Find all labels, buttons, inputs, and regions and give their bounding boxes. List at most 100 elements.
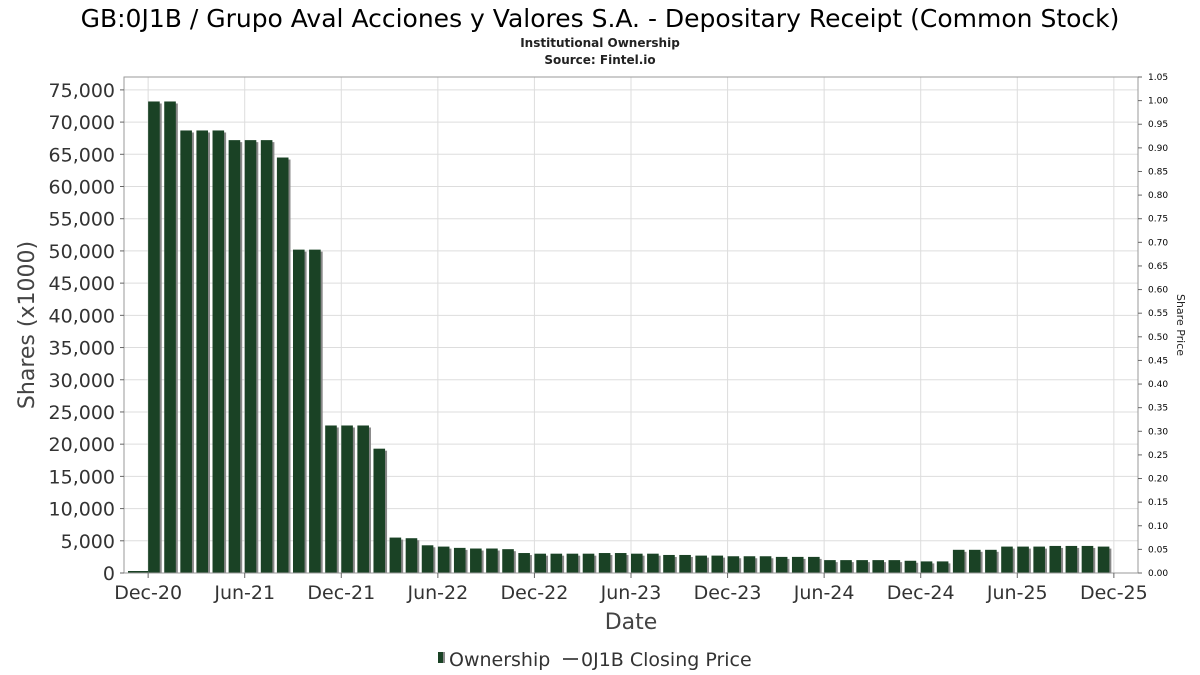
ownership-bar [421,545,434,573]
y2-tick-label: 0.30 [1148,427,1168,437]
x-axis-ticks: Dec-20 Jun-21 Dec-21 Jun-22 Dec-22 Jun-23 Dec-… [114,573,1148,604]
y2-tick-label: 0.55 [1148,309,1168,319]
ownership-bar [1081,545,1094,573]
ownership-bar [293,249,305,573]
y2-tick-label: 1.00 [1148,97,1168,107]
y-tick-label: 10,000 [49,499,115,521]
ownership-bar [1049,545,1062,573]
y2-tick-label: 0.50 [1148,333,1168,343]
ownership-bar [808,556,820,573]
y2-tick-label: 0.60 [1148,286,1168,296]
y2-tick-label: 0.15 [1148,498,1168,508]
y2-tick-label: 0.25 [1148,451,1168,461]
y2-tick-label: 0.95 [1148,120,1168,130]
ownership-bar [936,561,949,573]
legend-ownership-swatch-shadow [443,652,445,663]
x-tick-label: Dec-23 [694,582,762,604]
ownership-bar [856,560,868,573]
x-tick-label: Jun-24 [793,582,855,604]
chart-title: GB:0J1B / Grupo Aval Acciones y Valores … [81,4,1120,33]
x-tick-label: Jun-22 [406,582,468,604]
ownership-bar [920,561,933,573]
y-tick-label: 55,000 [49,209,115,231]
ownership-bar [212,130,225,573]
grid-lines [124,77,1138,574]
y-tick-label: 50,000 [49,241,115,263]
chart-subtitle: Institutional Ownership [520,36,680,50]
ownership-bar [148,101,160,574]
x-tick-label: Dec-21 [307,582,375,604]
ownership-bar [405,538,418,573]
y2-tick-label: 0.45 [1148,356,1168,366]
ownership-bar [260,140,273,574]
ownership-bar [840,560,852,573]
ownership-bar [647,553,659,573]
x-tick-label: Dec-24 [887,582,955,604]
legend-ownership-label: Ownership [449,649,550,671]
ownership-bar [228,140,241,574]
ownership-bar [534,553,547,573]
ownership-bar [244,140,257,574]
y2-tick-label: 0.10 [1148,522,1168,532]
ownership-bar [373,448,386,573]
y-tick-label: 65,000 [49,144,115,166]
ownership-bar [695,555,707,573]
x-tick-label: Dec-22 [501,582,569,604]
y2-tick-label: 0.85 [1148,167,1168,177]
y2-tick-label: 0.35 [1148,404,1168,414]
ownership-bar [663,554,675,573]
y2-tick-label: 0.70 [1148,238,1168,248]
ownership-bar [1097,546,1110,573]
x-tick-label: Dec-20 [114,582,182,604]
ownership-bar [566,553,579,573]
ownership-bar [582,553,595,573]
ownership-bar [985,549,997,573]
y-axis-label: Shares (x1000) [15,241,40,409]
y-tick-label: 30,000 [49,370,115,392]
ownership-bar [614,553,627,573]
ownership-bar [437,546,450,573]
y-tick-label: 5,000 [61,531,115,553]
ownership-bar [1017,546,1029,573]
legend-price-label: 0J1B Closing Price [581,649,752,671]
ownership-bar [180,130,192,573]
y2-tick-label: 0.40 [1148,380,1168,390]
y-tick-label: 75,000 [49,80,115,102]
ownership-bar [357,425,369,573]
legend: Ownership 0J1B Closing Price [438,649,752,671]
ownership-bar [872,560,885,573]
legend-ownership-swatch [438,652,443,663]
chart-source: Source: Fintel.io [544,53,655,67]
ownership-bar [598,553,611,573]
ownership-bar [1001,546,1013,573]
y-tick-label: 70,000 [49,112,115,134]
ownership-bar [791,556,804,573]
y-tick-label: 0 [103,563,115,585]
y2-tick-label: 0.65 [1148,262,1168,272]
ownership-bar [679,554,691,573]
y-tick-label: 60,000 [49,177,115,199]
y2-axis-ticks: 0.00 0.05 0.10 0.15 0.20 0.25 0.30 0.35 0.40 0.45… [1138,73,1168,579]
ownership-bar [309,249,321,573]
ownership-bar [952,549,965,573]
ownership-bar [518,553,530,573]
y-tick-label: 40,000 [49,305,115,327]
y2-tick-label: 0.80 [1148,191,1168,201]
ownership-bar [775,556,788,573]
ownership-bar [389,537,402,573]
ownership-bar [325,425,337,573]
y-tick-label: 15,000 [49,466,115,488]
y2-tick-label: 0.05 [1148,545,1168,555]
ownership-bar [502,549,514,573]
x-axis-label: Date [605,610,658,635]
ownership-bar [743,556,756,573]
ownership-bar [759,556,772,573]
ownership-bar [196,130,209,573]
ownership-bar [1065,545,1078,573]
y-tick-label: 35,000 [49,338,115,360]
ownership-bar [550,553,563,573]
y-tick-label: 20,000 [49,434,115,456]
x-tick-label: Jun-21 [213,582,275,604]
x-tick-label: Jun-25 [986,582,1048,604]
